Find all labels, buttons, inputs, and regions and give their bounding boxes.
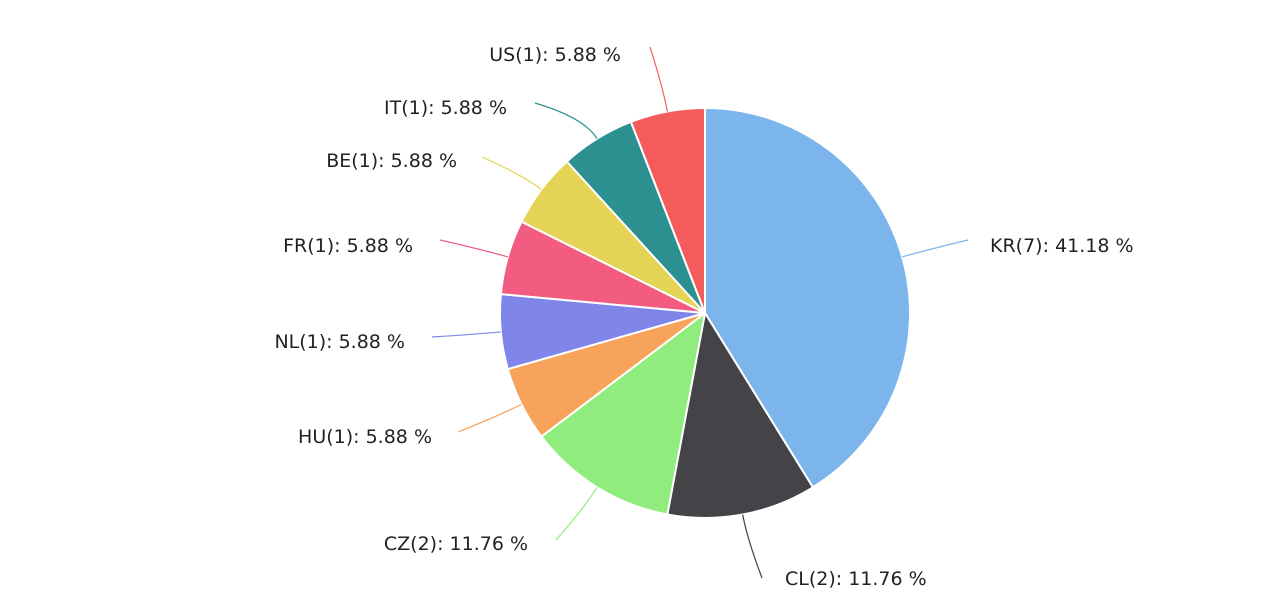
connector-hu xyxy=(457,403,522,433)
pie-slice-cz[interactable] xyxy=(540,310,707,516)
connector-us xyxy=(649,46,668,112)
data-label-cl: CL(2): 11.76 % xyxy=(785,568,927,590)
connector-it xyxy=(534,102,598,140)
connector-kr xyxy=(902,239,969,258)
data-label-kr: KR(7): 41.18 % xyxy=(990,235,1134,257)
pie-slice-kr[interactable] xyxy=(704,106,911,489)
connector-cz xyxy=(555,486,598,541)
data-label-it: IT(1): 5.88 % xyxy=(384,97,507,119)
data-label-fr: FR(1): 5.88 % xyxy=(283,235,413,257)
connector-be xyxy=(481,156,542,190)
connector-nl xyxy=(431,331,501,338)
connector-fr xyxy=(439,239,508,258)
data-label-nl: NL(1): 5.88 % xyxy=(274,331,405,353)
pie-slice-cl[interactable] xyxy=(666,310,815,519)
data-label-cz: CZ(2): 11.76 % xyxy=(384,533,528,555)
data-label-be: BE(1): 5.88 % xyxy=(326,150,457,172)
data-label-us: US(1): 5.88 % xyxy=(489,44,621,66)
pie-slice-us[interactable] xyxy=(629,106,706,314)
connector-cl xyxy=(742,514,763,579)
data-label-hu: HU(1): 5.88 % xyxy=(298,426,432,448)
